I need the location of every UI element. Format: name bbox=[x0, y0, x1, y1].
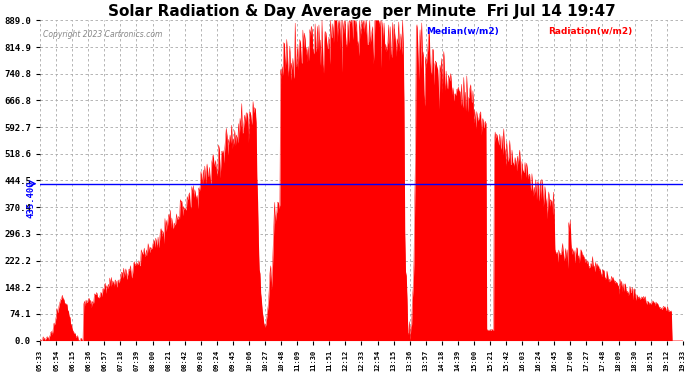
Text: Copyright 2023 Cartronics.com: Copyright 2023 Cartronics.com bbox=[43, 30, 163, 39]
Text: Radiation(w/m2): Radiation(w/m2) bbox=[548, 27, 632, 36]
Title: Solar Radiation & Day Average  per Minute  Fri Jul 14 19:47: Solar Radiation & Day Average per Minute… bbox=[108, 4, 615, 19]
Text: Median(w/m2): Median(w/m2) bbox=[426, 27, 498, 36]
